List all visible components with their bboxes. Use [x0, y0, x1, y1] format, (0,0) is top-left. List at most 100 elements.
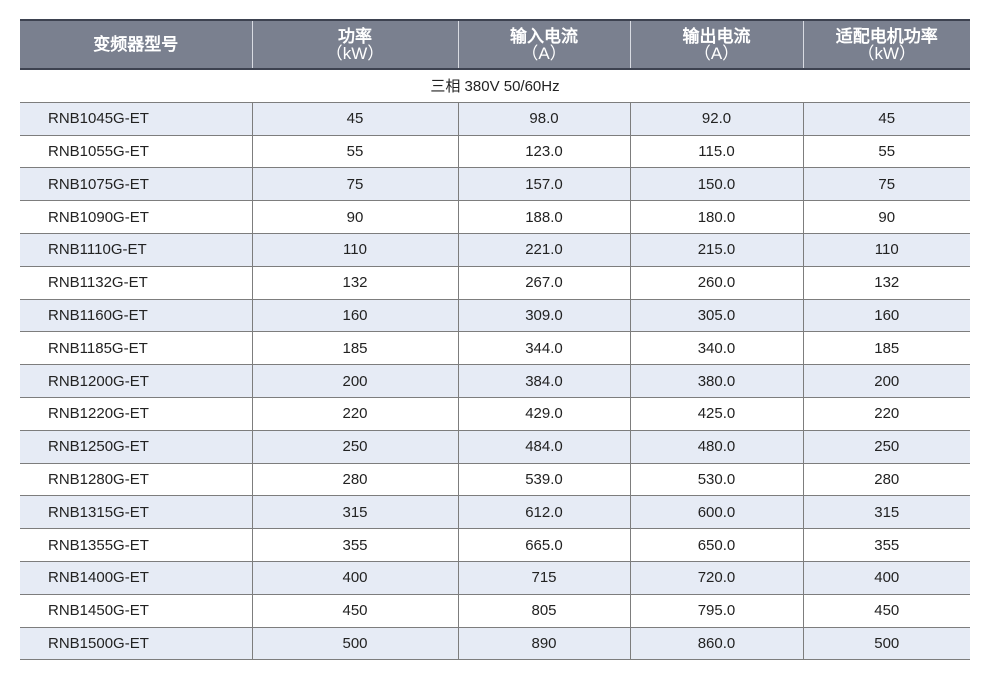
cell-input-current: 612.0: [457, 495, 630, 530]
cell-motor-power: 250: [802, 430, 970, 464]
table-row: RNB1500G-ET 500 890 860.0 500: [20, 627, 970, 661]
cell-output-current: 720.0: [629, 561, 803, 595]
table-row: RNB1250G-ET 250 484.0 480.0 250: [20, 430, 970, 464]
cell-motor-power: 280: [802, 463, 970, 497]
cell-input-current: 98.0: [457, 102, 630, 136]
cell-motor-power: 355: [802, 528, 970, 562]
cell-power: 200: [251, 364, 458, 398]
cell-motor-power: 90: [802, 200, 970, 234]
cell-power: 160: [251, 299, 458, 333]
cell-power: 90: [251, 200, 458, 234]
cell-model: RNB1355G-ET: [20, 528, 252, 562]
cell-model: RNB1250G-ET: [20, 430, 252, 464]
cell-output-current: 92.0: [629, 102, 803, 136]
cell-model: RNB1220G-ET: [20, 397, 252, 431]
cell-model: RNB1132G-ET: [20, 266, 252, 300]
spec-table: 变频器型号 功率 （kW） 输入电流 （A） 输出电流 （A） 适配电机功率 （kW） …: [20, 19, 970, 661]
table-row: RNB1280G-ET 280 539.0 530.0 280: [20, 463, 970, 497]
table-row: RNB1045G-ET 45 98.0 92.0 45: [20, 102, 970, 136]
table-row: RNB1110G-ET 110 221.0 215.0 110: [20, 233, 970, 267]
cell-motor-power: 132: [802, 266, 970, 300]
cell-output-current: 115.0: [629, 135, 803, 169]
cell-output-current: 380.0: [629, 364, 803, 398]
cell-power: 250: [251, 430, 458, 464]
cell-motor-power: 160: [802, 299, 970, 333]
cell-motor-power: 55: [802, 135, 970, 169]
cell-output-current: 180.0: [629, 200, 803, 234]
cell-motor-power: 500: [802, 627, 970, 661]
cell-output-current: 860.0: [629, 627, 803, 661]
cell-output-current: 530.0: [629, 463, 803, 497]
cell-input-current: 188.0: [457, 200, 630, 234]
header-row: 变频器型号 功率 （kW） 输入电流 （A） 输出电流 （A） 适配电机功率 （kW）: [20, 19, 970, 70]
cell-output-current: 600.0: [629, 495, 803, 530]
cell-model: RNB1400G-ET: [20, 561, 252, 595]
cell-output-current: 260.0: [629, 266, 803, 300]
table-row: RNB1315G-ET 315 612.0 600.0 315: [20, 495, 970, 530]
cell-motor-power: 185: [802, 331, 970, 366]
cell-input-current: 429.0: [457, 397, 630, 431]
header-output-current: 输出电流 （A）: [629, 19, 803, 70]
cell-power: 315: [251, 495, 458, 530]
cell-model: RNB1075G-ET: [20, 167, 252, 202]
cell-power: 280: [251, 463, 458, 497]
cell-input-current: 890: [457, 627, 630, 661]
cell-motor-power: 110: [802, 233, 970, 267]
cell-output-current: 425.0: [629, 397, 803, 431]
cell-input-current: 309.0: [457, 299, 630, 333]
cell-power: 400: [251, 561, 458, 595]
cell-model: RNB1055G-ET: [20, 135, 252, 169]
header-power: 功率 （kW）: [251, 19, 458, 70]
cell-input-current: 221.0: [457, 233, 630, 267]
cell-input-current: 539.0: [457, 463, 630, 497]
cell-input-current: 157.0: [457, 167, 630, 202]
cell-model: RNB1160G-ET: [20, 299, 252, 333]
cell-motor-power: 75: [802, 167, 970, 202]
cell-input-current: 123.0: [457, 135, 630, 169]
cell-output-current: 340.0: [629, 331, 803, 366]
table-row: RNB1450G-ET 450 805 795.0 450: [20, 594, 970, 628]
table-row: RNB1075G-ET 75 157.0 150.0 75: [20, 167, 970, 202]
cell-model: RNB1315G-ET: [20, 495, 252, 530]
cell-power: 75: [251, 167, 458, 202]
cell-model: RNB1110G-ET: [20, 233, 252, 267]
subheader-row: 三相 380V 50/60Hz: [20, 69, 970, 103]
cell-output-current: 650.0: [629, 528, 803, 562]
table-row: RNB1055G-ET 55 123.0 115.0 55: [20, 135, 970, 169]
header-model: 变频器型号: [20, 19, 252, 70]
cell-power: 45: [251, 102, 458, 136]
cell-output-current: 215.0: [629, 233, 803, 267]
cell-input-current: 805: [457, 594, 630, 628]
cell-model: RNB1450G-ET: [20, 594, 252, 628]
cell-model: RNB1185G-ET: [20, 331, 252, 366]
cell-input-current: 665.0: [457, 528, 630, 562]
cell-input-current: 384.0: [457, 364, 630, 398]
cell-power: 220: [251, 397, 458, 431]
cell-power: 450: [251, 594, 458, 628]
cell-motor-power: 220: [802, 397, 970, 431]
cell-power: 132: [251, 266, 458, 300]
cell-motor-power: 450: [802, 594, 970, 628]
cell-output-current: 150.0: [629, 167, 803, 202]
cell-model: RNB1200G-ET: [20, 364, 252, 398]
cell-output-current: 795.0: [629, 594, 803, 628]
cell-motor-power: 315: [802, 495, 970, 530]
table-row: RNB1400G-ET 400 715 720.0 400: [20, 561, 970, 595]
cell-power: 500: [251, 627, 458, 661]
cell-input-current: 267.0: [457, 266, 630, 300]
cell-input-current: 484.0: [457, 430, 630, 464]
table-row: RNB1090G-ET 90 188.0 180.0 90: [20, 200, 970, 234]
cell-power: 55: [251, 135, 458, 169]
cell-power: 110: [251, 233, 458, 267]
subheader-voltage: 三相 380V 50/60Hz: [20, 69, 970, 103]
cell-power: 355: [251, 528, 458, 562]
cell-motor-power: 45: [802, 102, 970, 136]
cell-model: RNB1280G-ET: [20, 463, 252, 497]
cell-motor-power: 400: [802, 561, 970, 595]
cell-power: 185: [251, 331, 458, 366]
table-row: RNB1185G-ET 185 344.0 340.0 185: [20, 331, 970, 366]
table-row: RNB1160G-ET 160 309.0 305.0 160: [20, 299, 970, 333]
cell-input-current: 344.0: [457, 331, 630, 366]
cell-model: RNB1045G-ET: [20, 102, 252, 136]
cell-input-current: 715: [457, 561, 630, 595]
